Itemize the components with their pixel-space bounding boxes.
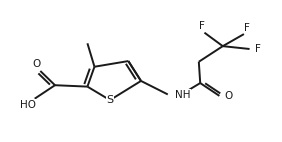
Text: HO: HO bbox=[21, 100, 36, 110]
Text: F: F bbox=[255, 44, 261, 54]
Text: F: F bbox=[244, 23, 250, 33]
Text: O: O bbox=[224, 91, 233, 101]
Text: S: S bbox=[106, 95, 114, 105]
Text: F: F bbox=[199, 21, 205, 31]
Text: NH: NH bbox=[175, 90, 190, 100]
Text: O: O bbox=[33, 59, 41, 69]
